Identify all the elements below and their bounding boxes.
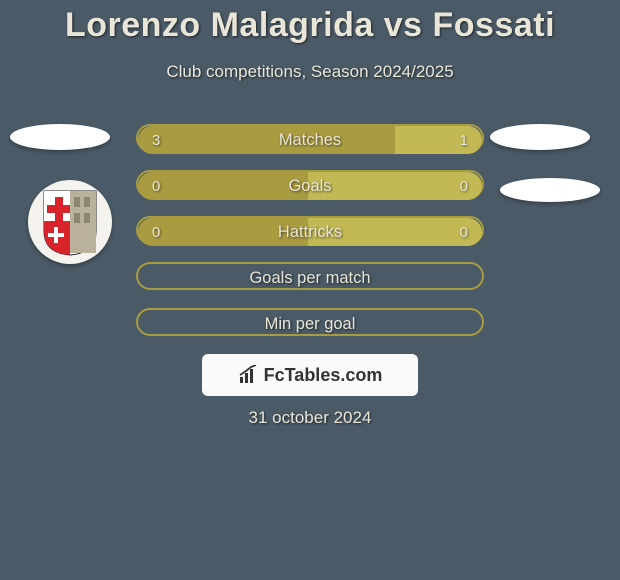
- date-label: 31 october 2024: [0, 408, 620, 428]
- bar-row: Goals per match: [136, 262, 484, 290]
- page-subtitle: Club competitions, Season 2024/2025: [0, 62, 620, 82]
- comparison-bars: Matches31Goals00Hattricks00Goals per mat…: [136, 124, 484, 354]
- page-root: Lorenzo Malagrida vs Fossati Club compet…: [0, 0, 620, 580]
- bar-value-left: 0: [152, 218, 160, 246]
- bar-row: Matches3 1: [136, 124, 484, 152]
- bar-label: Goals per match: [138, 264, 482, 292]
- bar-value-left: 0: [152, 172, 160, 200]
- player-right-placeholder-top: [490, 124, 590, 150]
- bar-row: Min per goal: [136, 308, 484, 336]
- bar-value-right: 0: [460, 172, 468, 200]
- team-badge: [28, 180, 112, 264]
- shield-icon: [40, 187, 100, 257]
- bar-value-right: 1: [460, 126, 468, 154]
- watermark-text: FcTables.com: [264, 365, 383, 386]
- watermark: FcTables.com: [202, 354, 418, 396]
- bar-label: Goals: [138, 172, 482, 200]
- player-left-placeholder: [10, 124, 110, 150]
- bar-row: Goals0 0: [136, 170, 484, 198]
- page-title: Lorenzo Malagrida vs Fossati: [0, 6, 620, 45]
- bar-value-right: 0: [460, 218, 468, 246]
- chart-icon: [238, 365, 260, 385]
- bar-value-left: 3: [152, 126, 160, 154]
- bar-label: Hattricks: [138, 218, 482, 246]
- bar-row: Hattricks0 0: [136, 216, 484, 244]
- bar-label: Matches: [138, 126, 482, 154]
- player-right-placeholder-bottom: [500, 178, 600, 202]
- bar-label: Min per goal: [138, 310, 482, 338]
